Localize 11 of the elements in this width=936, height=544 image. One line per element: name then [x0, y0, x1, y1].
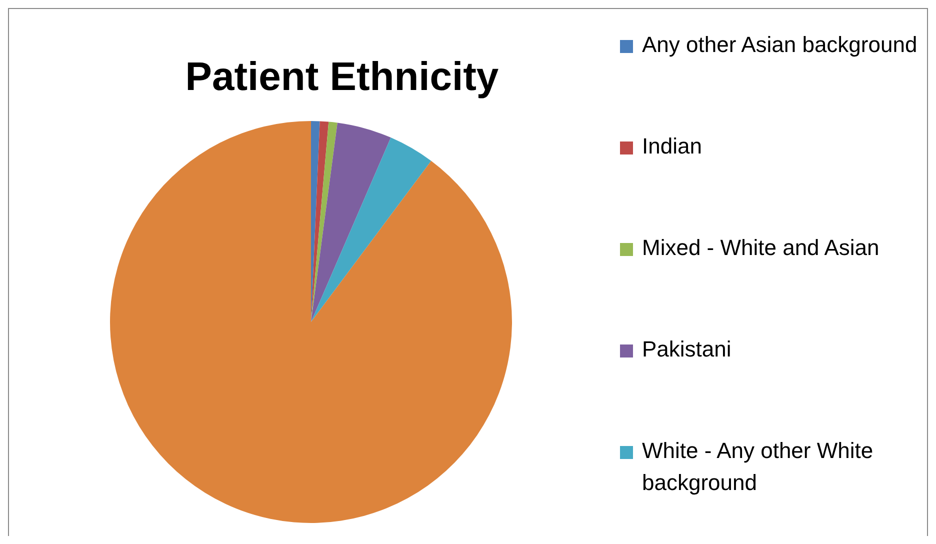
legend-label: Pakistani [642, 336, 732, 362]
pie-slice [311, 138, 432, 322]
text: Patient Ethnicity [185, 55, 500, 99]
legend-label: Mixed - White and Asian [642, 235, 880, 260]
pie-slice [110, 121, 512, 523]
legend-label: White - Any other White background [642, 438, 874, 495]
legend-label: Indian [642, 134, 702, 158]
pie-slice [311, 122, 338, 322]
legend-label: Any other Asian background [642, 32, 918, 57]
pie-slice [311, 121, 329, 322]
pie-slice [311, 122, 391, 322]
